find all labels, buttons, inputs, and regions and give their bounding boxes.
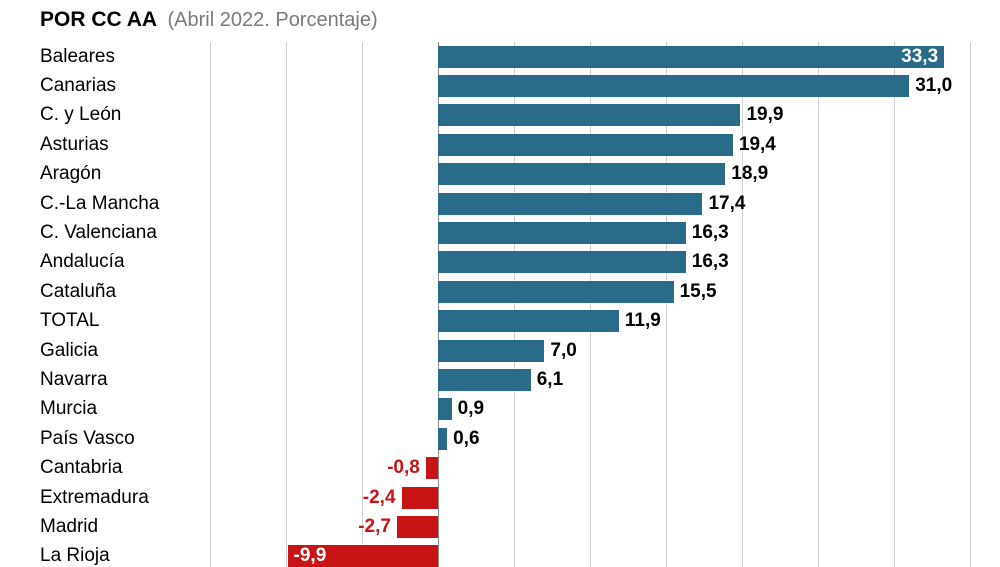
chart-row: Extremadura -2,4 [40,483,970,512]
bar-value: 0,9 [458,398,484,420]
bar-value: 6,1 [537,369,563,391]
bar-value: 15,5 [680,281,717,303]
chart-row: Murcia 0,9 [40,395,970,424]
chart-row: Aragón 18,9 [40,160,970,189]
bar-area: 0,9 [210,398,970,420]
bar [438,104,740,126]
bar [438,163,725,185]
bar [438,75,909,97]
chart-row: Galicia 7,0 [40,336,970,365]
chart-header: POR CC AA (Abril 2022. Porcentaje) [40,8,976,32]
bar-value: 17,4 [708,193,745,215]
row-label: C.-La Mancha [40,193,210,215]
bar-area: 16,3 [210,251,970,273]
bar-area: 18,9 [210,163,970,185]
chart-subtitle: (Abril 2022. Porcentaje) [168,9,378,31]
bar-area: 17,4 [210,193,970,215]
row-label: País Vasco [40,428,210,450]
row-label: Navarra [40,369,210,391]
chart-row: Navarra 6,1 [40,365,970,394]
bar [438,428,447,450]
row-label: Baleares [40,46,210,68]
bar-area: 7,0 [210,340,970,362]
row-label: Aragón [40,163,210,185]
bar-area: -0,8 [210,457,970,479]
bar [438,134,733,156]
row-label: C. y León [40,104,210,126]
bar-area: 0,6 [210,428,970,450]
chart-row: La Rioja -9,9 [40,542,970,567]
row-label: Extremadura [40,487,210,509]
bar [438,46,944,68]
bar-area: 15,5 [210,281,970,303]
bar [438,398,452,420]
bar [438,222,686,244]
bar-value: -0,8 [387,457,420,479]
row-label: TOTAL [40,310,210,332]
bar-value: -9,9 [294,545,327,567]
bar [397,516,438,538]
bar-area: 33,3 [210,46,970,68]
bar-area: 6,1 [210,369,970,391]
chart-title: POR CC AA [40,8,157,31]
chart-row: Andalucía 16,3 [40,248,970,277]
bar-value: 7,0 [550,340,576,362]
bar-value: -2,4 [363,487,396,509]
chart-row: País Vasco 0,6 [40,424,970,453]
gridline [970,42,971,567]
chart-row: Madrid -2,7 [40,512,970,541]
bar-area: 11,9 [210,310,970,332]
bar [438,251,686,273]
row-label: Cantabria [40,457,210,479]
row-label: Galicia [40,340,210,362]
bar-value: 33,3 [901,46,938,68]
bar-area: 19,9 [210,104,970,126]
bar-chart: Baleares 33,3 Canarias 31,0 C. y León 19,9 Ast… [40,42,970,567]
bar-value: 18,9 [731,163,768,185]
bar-area: -2,4 [210,487,970,509]
chart-row: C.-La Mancha 17,4 [40,189,970,218]
bar-area: 19,4 [210,134,970,156]
bar [402,487,438,509]
bar [438,193,702,215]
row-label: La Rioja [40,545,210,567]
chart-row: C. y León 19,9 [40,101,970,130]
chart-row: Canarias 31,0 [40,71,970,100]
bar [438,281,674,303]
bar-area: 31,0 [210,75,970,97]
row-label: Cataluña [40,281,210,303]
bar-value: 31,0 [915,75,952,97]
bar-value: 0,6 [453,428,479,450]
bar-area: 16,3 [210,222,970,244]
bar-value: 16,3 [692,251,729,273]
bar-value: 16,3 [692,222,729,244]
bar [438,310,619,332]
row-label: Andalucía [40,251,210,273]
chart-row: Cataluña 15,5 [40,277,970,306]
bar-value: 19,4 [739,134,776,156]
bar [438,340,544,362]
row-label: Canarias [40,75,210,97]
bar-value: 19,9 [746,104,783,126]
row-label: Asturias [40,134,210,156]
bar-area: -9,9 [210,545,970,567]
row-label: C. Valenciana [40,222,210,244]
chart-row: C. Valenciana 16,3 [40,218,970,247]
bar-value: 11,9 [625,310,661,332]
bar [426,457,438,479]
row-label: Madrid [40,516,210,538]
chart-row: Baleares 33,3 [40,42,970,71]
chart-row: Cantabria -0,8 [40,453,970,482]
bar-area: -2,7 [210,516,970,538]
chart-rows: Baleares 33,3 Canarias 31,0 C. y León 19,9 Ast… [40,42,970,567]
chart-row: Asturias 19,4 [40,130,970,159]
bar-value: -2,7 [358,516,391,538]
row-label: Murcia [40,398,210,420]
chart-row: TOTAL 11,9 [40,307,970,336]
bar [438,369,531,391]
